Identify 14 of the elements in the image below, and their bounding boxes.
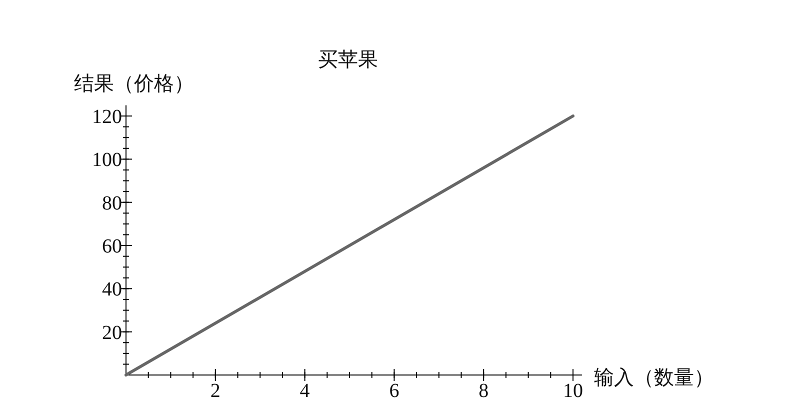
y-tick-label: 60 <box>102 236 122 258</box>
x-tick-label: 8 <box>478 380 489 402</box>
x-tick-label: 6 <box>389 380 400 402</box>
x-tick-label: 2 <box>210 380 220 402</box>
chart-title: 买苹果 <box>318 49 378 71</box>
x-tick-label: 10 <box>563 380 583 402</box>
x-axis-title: 输入（数量） <box>594 367 714 389</box>
y-axis-title: 结果（价格） <box>74 73 194 95</box>
y-tick-label: 120 <box>92 106 122 128</box>
y-tick-label: 100 <box>92 149 122 172</box>
y-tick-label: 80 <box>102 192 122 214</box>
y-tick-label: 20 <box>102 322 122 344</box>
y-tick-label: 40 <box>102 278 122 301</box>
x-tick-label: 4 <box>300 380 310 402</box>
